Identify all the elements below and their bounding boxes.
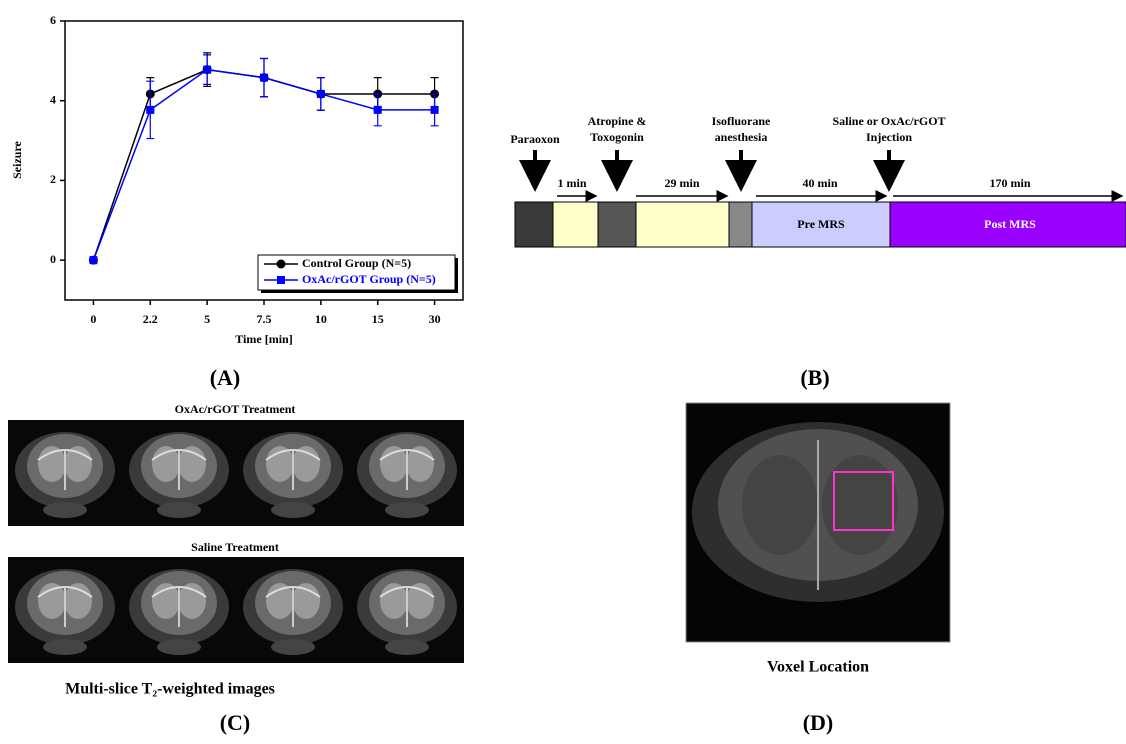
interval-label: 29 min xyxy=(664,176,699,190)
x-tick-label: 15 xyxy=(372,312,384,326)
data-point xyxy=(146,106,154,114)
image-title: OxAc/rGOT Treatment xyxy=(175,402,296,416)
data-point xyxy=(317,90,325,98)
page: Seizure Time [min] (A) 0 2 4 6 0 2.2 5 7.5 10 15 3… xyxy=(0,0,1126,744)
data-point xyxy=(89,256,97,264)
panel-label: (A) xyxy=(210,365,241,390)
x-axis-label: Time [min] xyxy=(235,332,292,346)
y-tick-label: 2 xyxy=(50,172,56,186)
phase-block xyxy=(636,202,729,247)
x-tick-label: 7.5 xyxy=(257,312,272,326)
panel-label: (C) xyxy=(220,710,251,735)
x-tick-label: 30 xyxy=(429,312,441,326)
event-label: Injection xyxy=(866,130,912,144)
figure: Seizure Time [min] (A) 0 2 4 6 0 2.2 5 7.5 10 15 3… xyxy=(0,0,1126,744)
mri-strip xyxy=(8,420,464,526)
legend-label: Control Group (N=5) xyxy=(302,256,411,270)
phase-block xyxy=(553,202,598,247)
legend-label: OxAc/rGOT Group (N=5) xyxy=(302,272,436,286)
event-label: Saline or OxAc/rGOT xyxy=(832,114,945,128)
series-line xyxy=(93,70,434,261)
y-tick-label: 6 xyxy=(50,13,56,27)
y-tick-label: 4 xyxy=(50,92,56,106)
event-label: anesthesia xyxy=(715,130,768,144)
legend-marker xyxy=(277,260,286,269)
image-caption: Multi-slice T₂-weighted images xyxy=(65,681,275,698)
interval-label: 1 min xyxy=(557,176,586,190)
panel-label: (D) xyxy=(803,710,834,735)
phase-block xyxy=(729,202,752,247)
data-point xyxy=(260,74,268,82)
data-point xyxy=(431,106,439,114)
timeline: Pre MRS Post MRS Paraoxon Atropine & Tox… xyxy=(510,114,1126,247)
phase-label: Pre MRS xyxy=(797,217,845,231)
x-tick-label: 2.2 xyxy=(143,312,158,326)
interval-label: 40 min xyxy=(802,176,837,190)
x-tick-label: 0 xyxy=(90,312,96,326)
mri-strip xyxy=(8,557,464,663)
data-point xyxy=(203,66,211,74)
y-tick-label: 0 xyxy=(50,252,56,266)
interval-label: 170 min xyxy=(989,176,1030,190)
event-label: Toxogonin xyxy=(590,130,644,144)
x-tick-label: 10 xyxy=(315,312,327,326)
data-point xyxy=(374,106,382,114)
panel-label: (B) xyxy=(800,365,829,390)
phase-block xyxy=(598,202,636,247)
image-title: Saline Treatment xyxy=(191,540,279,554)
series-line xyxy=(93,70,434,261)
event-label: Atropine & xyxy=(588,114,647,128)
legend-marker xyxy=(277,276,285,284)
voxel-image xyxy=(686,403,950,642)
y-axis-label: Seizure xyxy=(10,140,24,178)
event-label: Isofluorane xyxy=(712,114,771,128)
line-chart: 0 2 4 6 0 2.2 5 7.5 10 15 30 Control Group (N=5) OxA… xyxy=(50,13,463,326)
image-caption: Voxel Location xyxy=(767,659,869,676)
phase-label: Post MRS xyxy=(984,217,1036,231)
x-tick-label: 5 xyxy=(204,312,210,326)
event-label: Paraoxon xyxy=(510,132,560,146)
phase-block xyxy=(515,202,553,247)
